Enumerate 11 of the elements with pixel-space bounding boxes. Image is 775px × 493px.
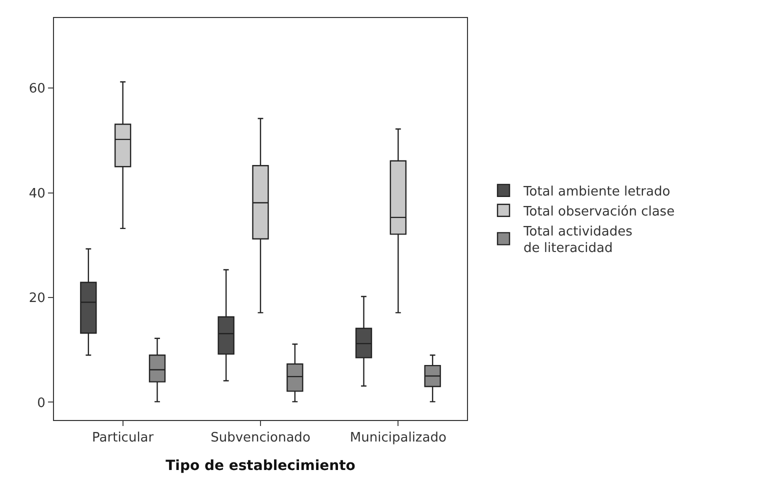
y-tick-label: 0 [37,396,46,411]
y-tick-label: 60 [28,82,46,97]
legend-label: Total observación clase [522,204,675,220]
x-axis-title: Tipo de establecimiento [166,458,356,474]
x-tick-label: Municipalizado [350,430,446,446]
legend-label: Total actividades de literacidad [522,224,633,256]
y-tick-label: 20 [28,291,46,306]
x-tick-label: Particular [92,430,154,446]
y-tick-label: 40 [28,186,46,202]
x-tick-label: Subvencionado [210,430,310,446]
legend-label: Total ambiente letrado [522,184,670,200]
